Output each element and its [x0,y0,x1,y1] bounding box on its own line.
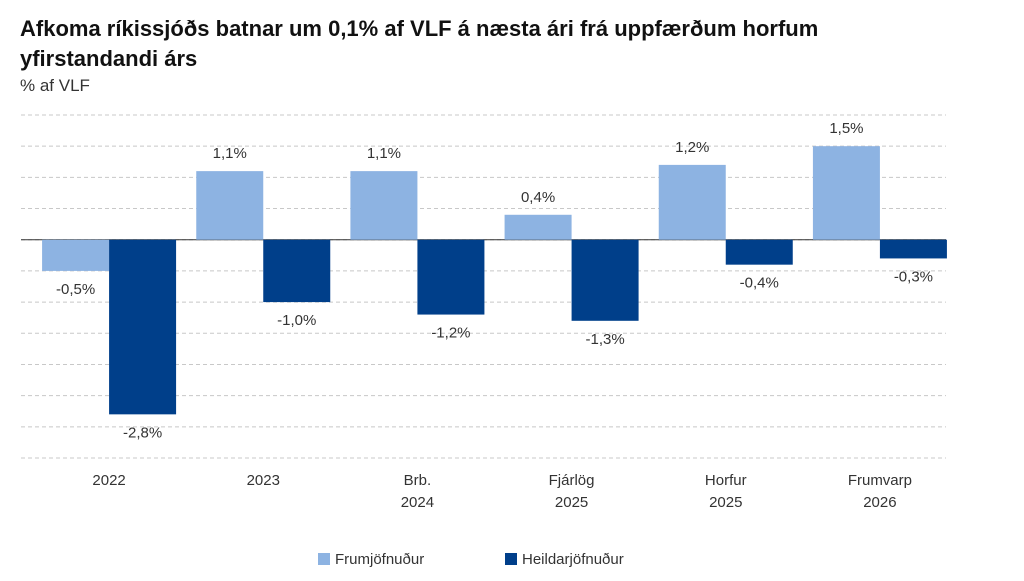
chart-title: Afkoma ríkissjóðs batnar um 0,1% af VLF … [20,16,819,71]
x-tick-label: 2025 [709,494,742,511]
legend-label: Heildarjöfnuður [522,551,624,568]
x-tick-label: Brb. [404,472,432,489]
x-tick-label: 2024 [401,494,434,511]
x-tick-label: Fjárlög [549,472,595,489]
data-label: 1,1% [367,145,401,162]
data-label: -0,4% [740,275,779,292]
bar [879,239,947,259]
data-label: -1,2% [431,325,470,342]
data-label: -1,3% [585,331,624,348]
bar [109,239,177,415]
bar [571,239,639,321]
legend-swatch [505,553,517,565]
data-label: -0,5% [56,281,95,298]
chart-subtitle: % af VLF [20,76,90,95]
bar [263,239,331,303]
legend-label: Frumjöfnuður [335,551,424,568]
data-label: 1,1% [213,145,247,162]
bar [725,239,793,265]
bar [812,146,880,240]
x-tick-label: 2022 [92,472,125,489]
data-label: -2,8% [123,424,162,441]
x-tick-label: Horfur [705,472,747,489]
bar [350,171,418,240]
bar [504,214,572,240]
x-tick-label: 2023 [247,472,280,489]
bar [42,239,110,271]
legend-swatch [318,553,330,565]
x-tick-label: 2026 [863,494,896,511]
data-label: 0,4% [521,189,555,206]
data-label: 1,2% [675,139,709,156]
data-label: -1,0% [277,312,316,329]
x-tick-label: 2025 [555,494,588,511]
data-label: 1,5% [829,120,863,137]
bar [658,164,726,240]
x-tick-label: Frumvarp [848,472,912,489]
bar [196,171,264,240]
data-label: -0,3% [894,268,933,285]
bar [417,239,485,315]
